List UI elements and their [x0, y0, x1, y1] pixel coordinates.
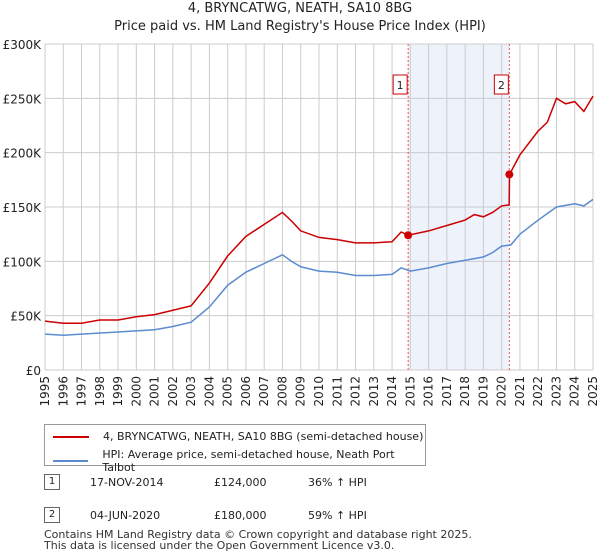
footer-line: This data is licensed under the Open Gov…	[44, 539, 395, 552]
subtitle: Price paid vs. HM Land Registry's House …	[114, 19, 486, 34]
x-tick-label: 2013	[367, 376, 381, 407]
y-tick-label: £50K	[10, 310, 42, 324]
x-tick-label: 1998	[93, 376, 107, 407]
x-tick-label: 2009	[294, 376, 308, 407]
transaction-row: 2 04-JUN-2020 £180,000 59% ↑ HPI	[44, 507, 367, 523]
x-tick-label: 2016	[422, 376, 436, 407]
transaction-price: £124,000	[214, 475, 267, 489]
x-tick-label: 2014	[385, 376, 399, 407]
footer: Contains HM Land Registry data © Crown c…	[44, 529, 472, 551]
x-tick-label: 2010	[312, 376, 326, 407]
transaction-date: 17-NOV-2014	[90, 475, 164, 489]
footer-line: Contains HM Land Registry data © Crown c…	[44, 528, 472, 541]
x-tick-label: 2012	[349, 376, 363, 407]
x-tick-label: 2004	[202, 376, 216, 407]
series-line	[44, 95, 594, 325]
x-tick-label: 2024	[568, 376, 582, 407]
x-tick-label: 2005	[221, 376, 235, 407]
x-tick-label: 2008	[275, 376, 289, 407]
x-tick-label: 2003	[184, 376, 198, 407]
x-tick-label: 2025	[586, 376, 600, 407]
x-tick-label: 2018	[458, 376, 472, 407]
transaction-badge: 1	[44, 474, 60, 490]
transaction-hpi: 59% ↑ HPI	[308, 508, 367, 522]
transaction-row: 1 17-NOV-2014 £124,000 36% ↑ HPI	[44, 474, 367, 490]
y-tick-label: £300K	[3, 38, 43, 52]
y-tick-label: £100K	[3, 255, 43, 269]
sale-marker	[404, 231, 413, 240]
x-tick-label: 2023	[549, 376, 563, 407]
x-tick-label: 1997	[75, 376, 89, 407]
annotation-box	[392, 74, 408, 95]
transaction-hpi: 36% ↑ HPI	[308, 475, 367, 489]
x-tick-label: 2001	[148, 376, 162, 407]
sale-marker	[505, 170, 514, 179]
transaction-price: £180,000	[214, 508, 267, 522]
legend-label-property: 4, BRYNCATWG, NEATH, SA10 8BG (semi-deta…	[103, 430, 424, 443]
chart-title: 4, BRYNCATWG, NEATH, SA10 8BG Price paid …	[0, 0, 600, 36]
series-line	[44, 198, 594, 336]
title: 4, BRYNCATWG, NEATH, SA10 8BG	[187, 1, 413, 16]
x-tick-label: 2006	[239, 376, 253, 407]
y-tick-label: £0	[26, 364, 41, 378]
x-tick-label: 2019	[476, 376, 490, 407]
legend-blue-line	[53, 460, 89, 462]
x-tick-label: 2011	[330, 376, 344, 407]
x-tick-label: 2002	[166, 376, 180, 407]
x-tick-label: 2020	[495, 376, 509, 407]
legend-red-line	[53, 435, 89, 438]
legend-label-hpi: HPI: Average price, semi-detached house,…	[102, 448, 395, 474]
y-tick-label: £200K	[3, 147, 43, 161]
transaction-badge: 2	[44, 507, 60, 523]
x-tick-label: 1999	[111, 376, 125, 407]
chart: £0 £50K £100K £150K £200K £250K £300K 1995 1996 1…	[3, 38, 600, 407]
y-tick-label: £250K	[3, 92, 43, 106]
x-tick-label: 2015	[403, 376, 417, 407]
x-tick-label: 2017	[440, 376, 454, 407]
annotation-label: 1	[397, 79, 404, 92]
legend: 4, BRYNCATWG, NEATH, SA10 8BG (semi-deta…	[44, 424, 426, 474]
x-tick-label: 2022	[531, 376, 545, 407]
annotation-label: 2	[498, 79, 505, 92]
x-tick-label: 1995	[38, 376, 52, 407]
annotation-box	[493, 74, 509, 95]
x-tick-label: 2000	[129, 376, 143, 407]
transaction-date: 04-JUN-2020	[90, 508, 161, 522]
x-tick-label: 2007	[257, 376, 271, 407]
x-tick-label: 1996	[56, 376, 70, 407]
x-tick-label: 2021	[513, 376, 527, 407]
y-tick-label: £150K	[3, 201, 43, 215]
